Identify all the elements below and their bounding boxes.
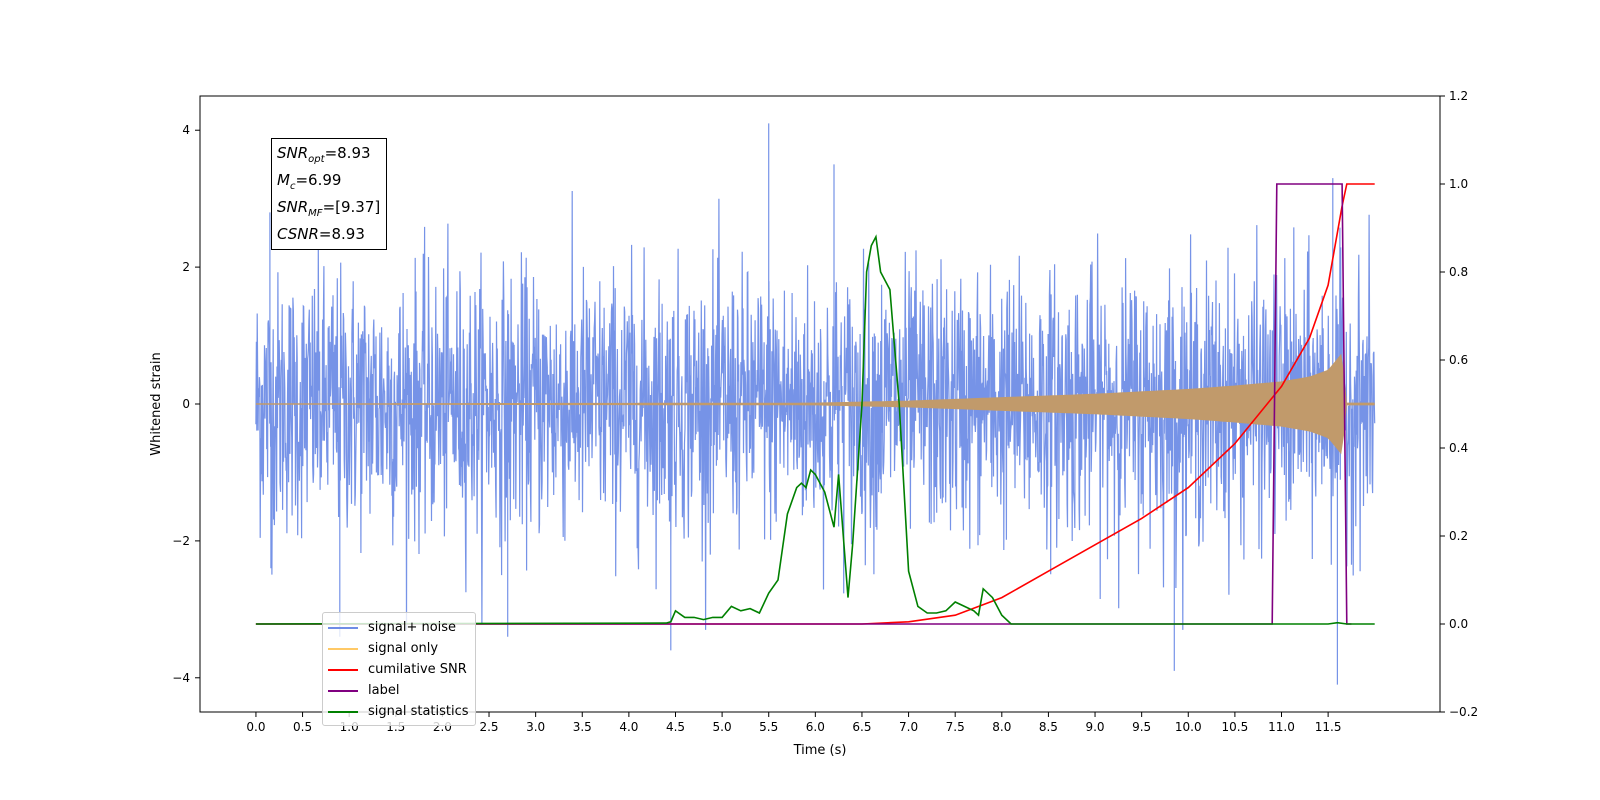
y2-tick-label: 0.0	[1449, 617, 1468, 631]
y-tick-label: −4	[172, 671, 190, 685]
legend-label-label: label	[368, 683, 400, 698]
x-tick-label: 7.0	[899, 720, 918, 734]
legend-item-cumulative-snr: cumilative SNR	[328, 659, 469, 680]
legend-label-signal-noise: signal+ noise	[368, 620, 457, 635]
y2-tick-label: 0.6	[1449, 353, 1468, 367]
x-tick-label: 7.5	[946, 720, 965, 734]
series-line-signal-statistics	[255, 234, 1375, 625]
mc-value: 6.99	[308, 171, 342, 189]
x-tick-label: 10.5	[1222, 720, 1249, 734]
y-axis-label: Whitened strain	[149, 352, 164, 455]
legend-label-cumulative-snr: cumilative SNR	[368, 662, 467, 677]
x-tick-label: 8.5	[1039, 720, 1058, 734]
legend-item-signal-noise: signal+ noise	[328, 617, 469, 638]
signal-only-fill	[255, 353, 1375, 455]
snr-mf-line: SNRMF=[9.37]	[277, 198, 381, 219]
y-axis-left: 4 2 0 −2 −4	[172, 123, 200, 685]
y2-tick-label: −0.2	[1449, 705, 1478, 719]
legend-swatch-signal-only	[328, 647, 358, 650]
signal-plus-noise-line	[255, 123, 1376, 685]
x-tick-label: 10.0	[1175, 720, 1202, 734]
legend: signal+ noise signal only cumilative SNR…	[322, 612, 476, 726]
mc-line: Mc=6.99	[277, 171, 342, 192]
signal-plus-noise-series	[255, 123, 1376, 685]
y-tick-label: −2	[172, 534, 190, 548]
legend-item-signal-statistics: signal statistics	[328, 701, 469, 722]
x-tick-label: 8.0	[992, 720, 1011, 734]
right-axis-series	[255, 183, 1375, 625]
y2-tick-label: 0.2	[1449, 529, 1468, 543]
x-axis-label: Time (s)	[793, 743, 847, 758]
legend-label-signal-only: signal only	[368, 641, 439, 656]
y2-tick-label: 1.0	[1449, 177, 1468, 191]
series-line-cumilative-snr	[255, 183, 1375, 625]
x-tick-label: 4.5	[666, 720, 685, 734]
y-tick-label: 2	[182, 260, 190, 274]
csnr-line: CSNR=8.93	[277, 225, 365, 243]
x-tick-label: 0.5	[293, 720, 312, 734]
legend-swatch-label	[328, 689, 358, 692]
y-tick-label: 4	[182, 123, 190, 137]
x-tick-label: 4.0	[619, 720, 638, 734]
legend-item-label: label	[328, 680, 469, 701]
snr-opt-line: SNRopt=8.93	[277, 144, 371, 165]
csnr-value: 8.93	[331, 225, 365, 243]
legend-swatch-signal-noise	[328, 626, 358, 629]
x-tick-label: 9.5	[1132, 720, 1151, 734]
snr-mf-value: [9.37]	[335, 198, 381, 216]
x-tick-label: 5.0	[713, 720, 732, 734]
x-tick-label: 3.0	[526, 720, 545, 734]
x-tick-label: 3.5	[573, 720, 592, 734]
x-tick-label: 6.0	[806, 720, 825, 734]
x-tick-label: 2.5	[479, 720, 498, 734]
y-axis-right: 1.2 1.0 0.8 0.6 0.4 0.2 0.0 −0.2	[1440, 89, 1478, 719]
annotation-box: SNRopt=8.93 Mc=6.99 SNRMF=[9.37] CSNR=8.…	[271, 138, 388, 250]
x-tick-label: 9.0	[1085, 720, 1104, 734]
x-tick-label: 5.5	[759, 720, 778, 734]
signal-only-series	[255, 353, 1375, 455]
y2-tick-label: 1.2	[1449, 89, 1468, 103]
y2-tick-label: 0.8	[1449, 265, 1468, 279]
x-tick-label: 0.0	[246, 720, 265, 734]
x-tick-label: 11.0	[1268, 720, 1295, 734]
y2-tick-label: 0.4	[1449, 441, 1468, 455]
x-tick-label: 6.5	[852, 720, 871, 734]
y-tick-label: 0	[182, 397, 190, 411]
legend-item-signal-only: signal only	[328, 638, 469, 659]
snr-opt-value: 8.93	[337, 144, 371, 162]
legend-swatch-cumulative-snr	[328, 668, 358, 671]
legend-label-signal-statistics: signal statistics	[368, 704, 469, 719]
x-tick-label: 11.5	[1315, 720, 1342, 734]
legend-swatch-signal-statistics	[328, 710, 358, 713]
